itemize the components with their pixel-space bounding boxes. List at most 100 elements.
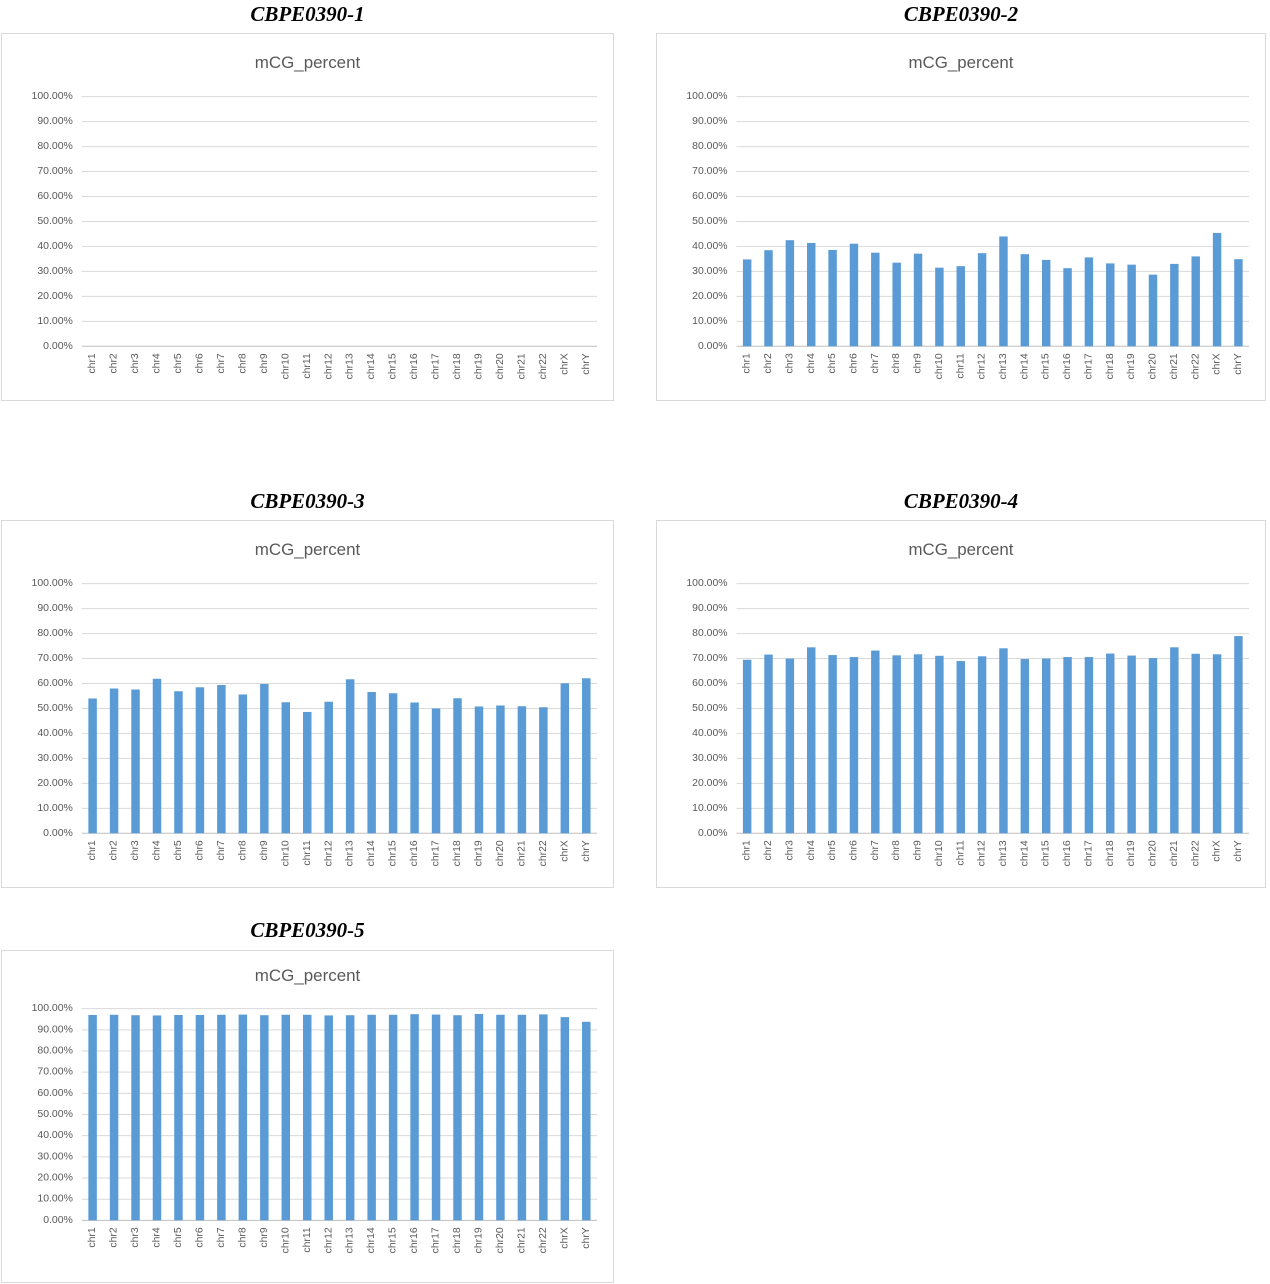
x-tick-label: chr2 <box>109 840 120 860</box>
bar-chr2 <box>109 1014 119 1221</box>
y-tick-label: 0.00% <box>43 341 73 352</box>
bar-chr15 <box>388 1014 398 1221</box>
x-tick-label: chr3 <box>130 353 141 373</box>
x-tick-label: chr7 <box>216 1227 227 1247</box>
x-tick-label: chr14 <box>1019 840 1030 866</box>
x-tick-label: chr11 <box>302 1227 313 1252</box>
x-tick-label: chr20 <box>495 1227 506 1253</box>
chart-inner-title: mCG_percent <box>255 966 361 985</box>
bar-chr17 <box>1084 257 1094 347</box>
y-tick-label: 50.00% <box>692 703 727 714</box>
x-tick-label: chr19 <box>474 353 485 379</box>
y-tick-label: 90.00% <box>692 116 727 127</box>
x-tick-label: chr15 <box>388 840 399 866</box>
bar-chr20 <box>1148 274 1158 347</box>
x-tick-label: chrX <box>559 1227 570 1248</box>
y-tick-label: 60.00% <box>692 191 727 202</box>
bar-chr14 <box>1020 659 1030 834</box>
x-tick-label: chr21 <box>1169 353 1180 379</box>
bar-chrX <box>1212 654 1222 834</box>
bar-chrX <box>560 1017 570 1221</box>
bar-chr4 <box>152 678 162 834</box>
x-tick-label: chr3 <box>130 840 141 860</box>
x-tick-label: chr2 <box>109 1227 120 1247</box>
x-tick-label: chr16 <box>1062 840 1073 866</box>
bar-chr16 <box>410 702 419 834</box>
y-tick-label: 80.00% <box>37 141 73 152</box>
chart-frame[interactable]: mCG_percent 0.00% 10.00% 20.00% 30.00% 40.00%… <box>1 950 614 1283</box>
bar-chr8 <box>238 694 248 834</box>
bar-chr5 <box>174 1015 183 1221</box>
bar-chr21 <box>1170 647 1179 834</box>
bar-chr19 <box>474 706 484 834</box>
bar-chr2 <box>109 688 119 834</box>
x-tick-label: chr13 <box>345 1227 356 1253</box>
x-tick-label: chr9 <box>913 840 924 860</box>
x-tick-label: chr2 <box>109 353 120 373</box>
x-tick-label: chr3 <box>130 1227 141 1247</box>
x-tick-label: chr8 <box>237 840 248 860</box>
y-tick-label: 30.00% <box>37 1151 72 1162</box>
chart-frame[interactable]: mCG_percent 0.00% 10.00% 20.00% 30.00% 40.00%… <box>656 33 1266 401</box>
x-tick-label: chr6 <box>194 1227 205 1247</box>
x-tick-label: chr8 <box>891 840 902 860</box>
bar-chr18 <box>1106 653 1115 834</box>
chart-outer-title: CBPE0390-5 <box>250 918 365 942</box>
chart-frame[interactable]: mCG_percent 0.00% 10.00% 20.00% 30.00% 40.00%… <box>1 520 614 888</box>
x-tick-label: chrX <box>1212 840 1223 861</box>
y-tick-label: 70.00% <box>37 653 73 664</box>
x-tick-label: chr6 <box>849 353 860 373</box>
bar-chr19 <box>1127 655 1136 834</box>
y-tick-label: 90.00% <box>37 1024 72 1035</box>
y-tick-label: 80.00% <box>37 628 73 639</box>
bar-chr22 <box>539 1014 548 1221</box>
bar-chr7 <box>217 685 226 834</box>
x-tick-label: chr22 <box>538 840 549 866</box>
x-tick-label: chr4 <box>152 353 163 373</box>
x-tick-label: chr8 <box>891 353 902 373</box>
x-tick-label: chr18 <box>452 353 463 379</box>
chart-cbpe0390-3: CBPE0390-3 mCG_percent 0.00% 10.00% 20.00% 3… <box>1 487 614 888</box>
x-tick-label: chr8 <box>237 353 248 373</box>
y-tick-label: 70.00% <box>692 653 727 664</box>
chart-frame[interactable]: mCG_percent 0.00% 10.00% 20.00% 30.00% 40.00%… <box>656 520 1266 888</box>
chart-frame[interactable]: mCG_percent 0.00% 10.00% 20.00% 30.00% 40.00%… <box>1 33 614 401</box>
x-tick-label: chr20 <box>495 353 506 379</box>
x-tick-label: chr22 <box>538 1227 549 1253</box>
x-tick-label: chr6 <box>194 353 205 373</box>
bar-chr20 <box>1148 658 1158 834</box>
bar-chr5 <box>174 691 183 834</box>
y-tick-label: 40.00% <box>692 241 727 252</box>
bar-chr10 <box>281 1014 291 1221</box>
y-tick-label: 100.00% <box>686 91 727 102</box>
x-tick-label: chr20 <box>1148 353 1159 379</box>
bar-chr13 <box>999 648 1008 834</box>
y-tick-label: 0.00% <box>698 341 728 352</box>
x-tick-label: chr15 <box>388 353 399 379</box>
x-tick-label: chr7 <box>216 840 227 860</box>
y-tick-label: 20.00% <box>692 291 727 302</box>
y-tick-label: 20.00% <box>37 778 73 789</box>
x-tick-label: chr17 <box>1083 840 1094 866</box>
bar-chr14 <box>367 691 376 834</box>
y-tick-label: 40.00% <box>37 728 73 739</box>
y-tick-label: 30.00% <box>692 753 727 764</box>
bar-chr9 <box>260 1015 269 1221</box>
bar-chr3 <box>785 658 795 834</box>
bar-chr6 <box>195 687 205 834</box>
x-tick-label: chr7 <box>870 353 881 373</box>
y-tick-label: 90.00% <box>692 603 727 614</box>
x-tick-label: chr15 <box>1041 840 1052 866</box>
bar-chr15 <box>388 693 398 834</box>
y-tick-label: 70.00% <box>692 166 727 177</box>
bar-chr12 <box>324 1015 333 1221</box>
x-tick-label: chrX <box>559 840 570 861</box>
y-tick-label: 30.00% <box>692 266 727 277</box>
y-tick-label: 10.00% <box>37 803 73 814</box>
x-tick-label: chr22 <box>1190 840 1201 866</box>
bar-chr11 <box>303 711 312 834</box>
bar-chr15 <box>1041 259 1051 347</box>
y-tick-label: 60.00% <box>37 678 73 689</box>
bar-chr21 <box>1170 263 1179 347</box>
bar-chr17 <box>1084 657 1094 834</box>
